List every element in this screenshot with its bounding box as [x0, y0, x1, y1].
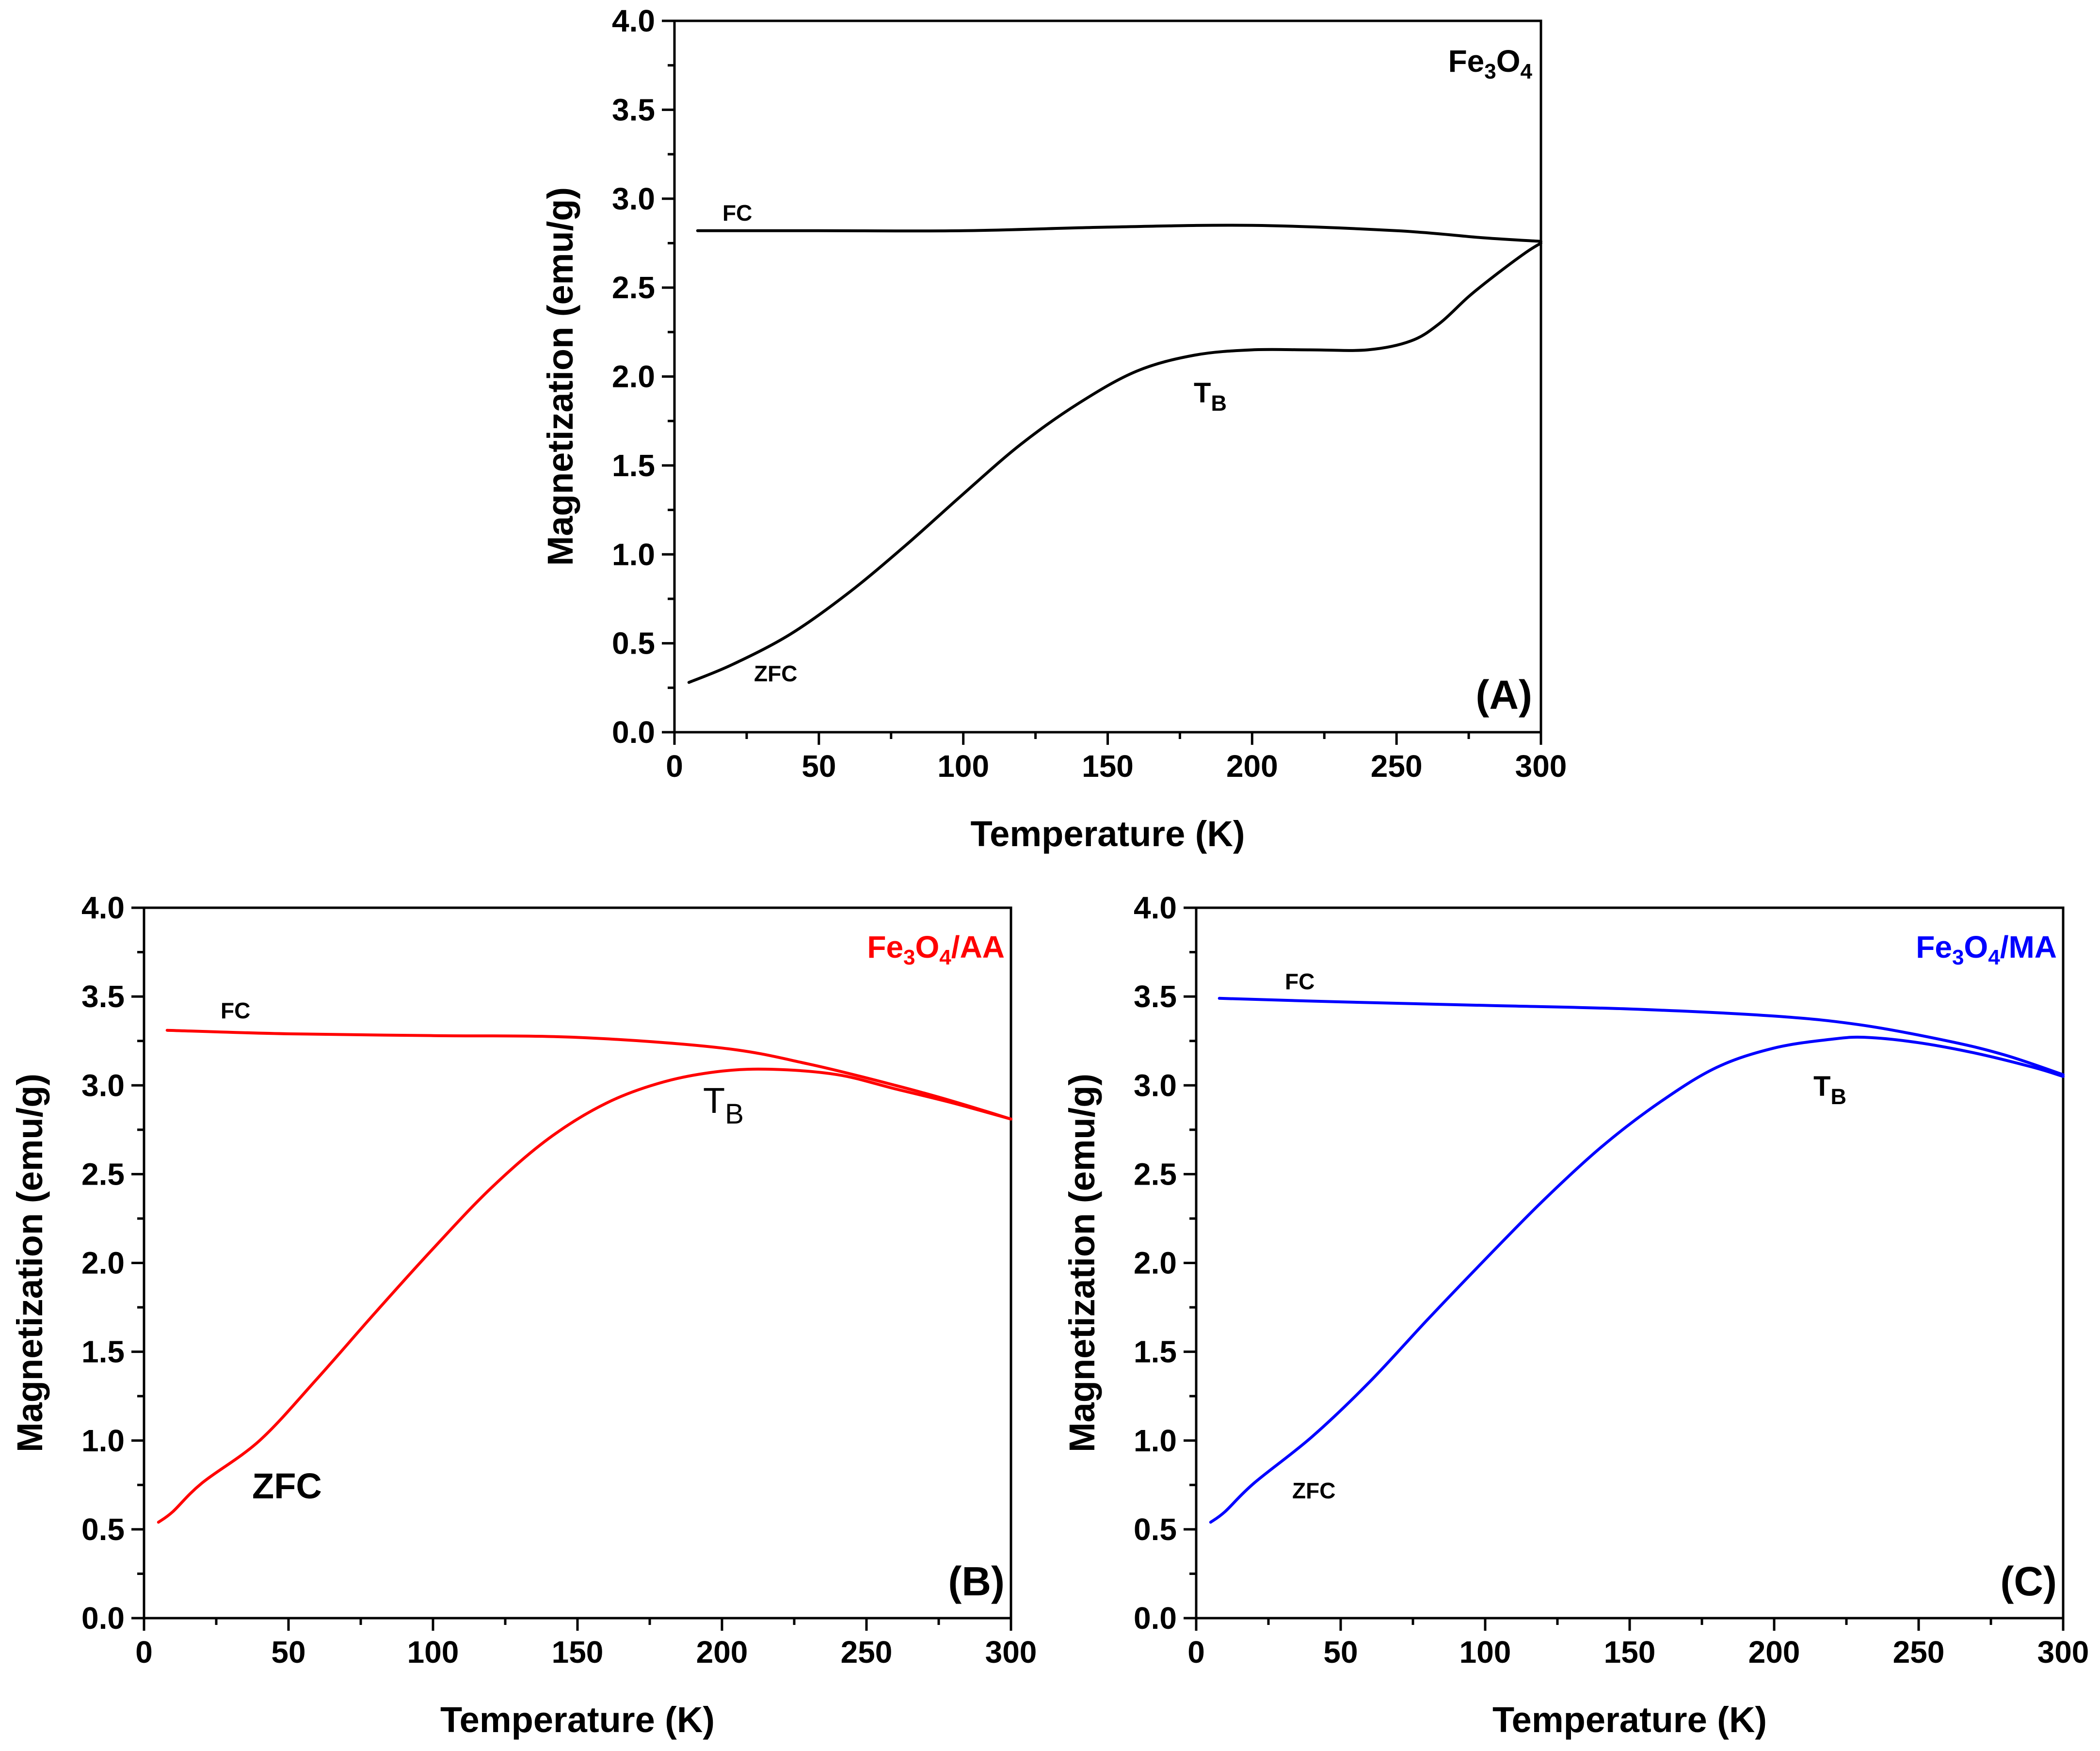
plot-frame [143, 906, 1012, 1620]
zfc-label: ZFC [252, 1466, 322, 1506]
y-tick-label: 1.0 [1134, 1423, 1177, 1458]
y-tick-label: 0.5 [81, 1512, 125, 1547]
zfc-label: ZFC [754, 661, 797, 686]
x-tick-label: 0 [135, 1635, 153, 1670]
x-tick-label: 100 [407, 1635, 459, 1670]
x-tick-label: 0 [666, 749, 683, 784]
chart-panel-c: 0 50 100 150 200 250 300 0.0 0.5 1.0 1.5 2.0 2.5 3.0 3… [1062, 890, 2089, 1740]
x-axis-title: Temperature (K) [440, 1700, 715, 1740]
chart-panel-b: 0 50 100 150 200 250 300 0.0 0.5 1.0 1.5 2.0 2.5 3.0 3… [10, 890, 1037, 1740]
y-tick-label: 2.5 [612, 270, 655, 305]
x-tick-label: 50 [802, 749, 836, 784]
fc-label: FC [221, 998, 250, 1023]
series-line-zfc [1209, 1035, 2065, 1524]
series-line-zfc [687, 241, 1542, 684]
plot-frame [1195, 906, 2065, 1620]
x-tick-label: 150 [552, 1635, 604, 1670]
sample-title: Fe3O4/AA [867, 930, 1005, 969]
panel-label: (A) [1475, 672, 1532, 718]
sample-title: Fe3O4/MA [1916, 930, 2057, 969]
series-line-fc [165, 1028, 1012, 1121]
y-axis-title: Magnetization (emu/g) [540, 187, 580, 566]
x-tick-label: 150 [1082, 749, 1134, 784]
y-tick-label: 0.0 [612, 715, 655, 750]
y-tick-label: 3.0 [81, 1068, 125, 1103]
x-tick-label: 50 [271, 1635, 305, 1670]
x-tick-label: 250 [1893, 1635, 1945, 1670]
x-tick-label: 250 [1371, 749, 1423, 784]
y-tick-label: 4.0 [81, 890, 125, 925]
blocking-temperature-label: TB [1194, 377, 1227, 416]
panel-label: (B) [948, 1558, 1005, 1604]
y-tick-label: 3.0 [612, 181, 655, 216]
fc-label: FC [1285, 969, 1315, 994]
x-tick-label: 0 [1187, 1635, 1205, 1670]
x-axis-title: Temperature (K) [1492, 1700, 1767, 1740]
x-tick-label: 100 [1459, 1635, 1511, 1670]
blocking-temperature-label: TB [1813, 1071, 1846, 1109]
series-line-zfc [157, 1067, 1012, 1524]
y-tick-label: 1.5 [1134, 1334, 1177, 1369]
y-axis-title: Magnetization (emu/g) [10, 1074, 50, 1452]
y-tick-label: 1.0 [612, 537, 655, 572]
x-tick-label: 300 [1515, 749, 1567, 784]
series-line-fc [1218, 996, 2065, 1076]
chart-panel-a: 0 50 100 150 200 250 300 0.0 0.5 1.0 1.5 2.0 2.5 3.0 3… [540, 3, 1567, 854]
y-tick-label: 3.5 [1134, 979, 1177, 1014]
y-tick-label: 3.5 [612, 92, 655, 127]
x-tick-label: 200 [1226, 749, 1278, 784]
y-tick-label: 2.0 [612, 359, 655, 394]
y-tick-label: 4.0 [612, 3, 655, 38]
sample-title: Fe3O4 [1448, 44, 1533, 83]
x-tick-label: 50 [1323, 1635, 1358, 1670]
y-tick-label: 3.5 [81, 979, 125, 1014]
x-tick-label: 200 [696, 1635, 748, 1670]
blocking-temperature-label: TB [703, 1080, 744, 1130]
x-axis-title: Temperature (K) [970, 814, 1245, 854]
y-tick-label: 1.5 [81, 1334, 125, 1369]
x-tick-label: 150 [1604, 1635, 1656, 1670]
y-tick-label: 0.0 [81, 1601, 125, 1636]
y-tick-label: 2.5 [1134, 1157, 1177, 1191]
y-tick-label: 2.0 [1134, 1246, 1177, 1281]
fc-label: FC [722, 200, 752, 225]
y-tick-label: 1.0 [81, 1423, 125, 1458]
y-tick-label: 0.5 [612, 626, 655, 661]
y-tick-label: 0.0 [1134, 1601, 1177, 1636]
y-tick-label: 2.0 [81, 1246, 125, 1281]
y-tick-label: 3.0 [1134, 1068, 1177, 1103]
x-tick-label: 100 [937, 749, 989, 784]
x-tick-label: 200 [1748, 1635, 1800, 1670]
y-tick-label: 0.5 [1134, 1512, 1177, 1547]
x-tick-label: 300 [985, 1635, 1037, 1670]
zfc-label: ZFC [1292, 1478, 1335, 1503]
y-axis-title: Magnetization (emu/g) [1062, 1074, 1102, 1452]
y-tick-label: 2.5 [81, 1157, 125, 1191]
y-tick-label: 1.5 [612, 448, 655, 483]
series-line-fc [696, 224, 1542, 243]
x-tick-label: 300 [2037, 1635, 2089, 1670]
x-tick-label: 250 [841, 1635, 893, 1670]
y-tick-label: 4.0 [1134, 890, 1177, 925]
panel-label: (C) [2000, 1558, 2057, 1604]
